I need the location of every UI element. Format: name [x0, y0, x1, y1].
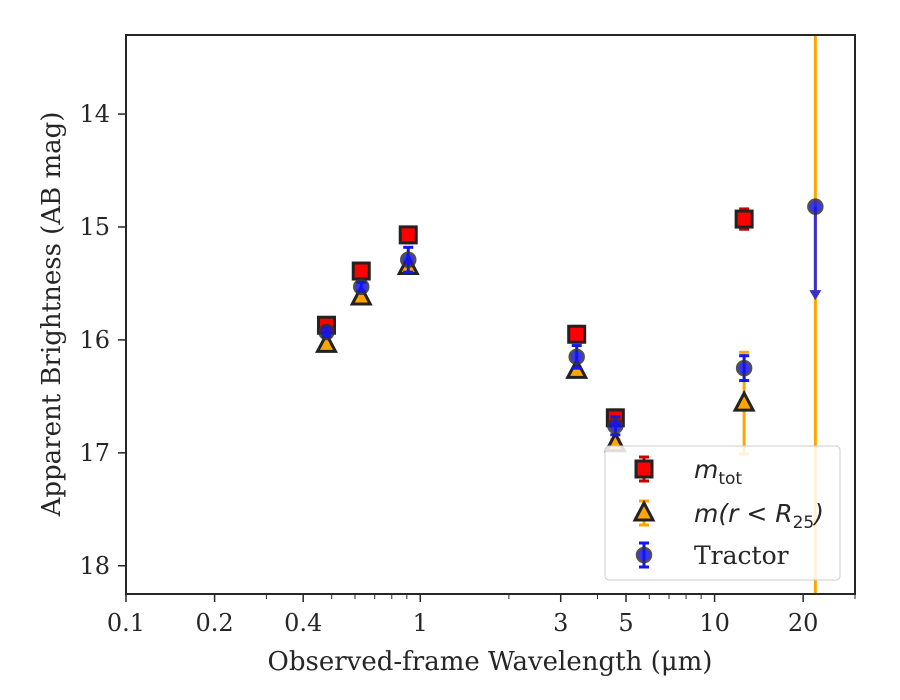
x-tick-label: 5 — [618, 609, 633, 637]
data-point-square — [567, 324, 587, 344]
data-point-square — [351, 261, 371, 281]
data-point-circle — [399, 251, 417, 268]
data-point-triangle — [314, 331, 338, 353]
y-tick-label: 14 — [79, 100, 110, 128]
y-axis-label: Apparent Brightness (AB mag) — [37, 112, 67, 518]
data-point-circle — [735, 359, 753, 377]
legend-marker-square — [634, 459, 654, 479]
series-square — [316, 207, 754, 428]
y-tick-label: 17 — [79, 439, 110, 467]
legend-label: mtot — [694, 455, 742, 489]
legend-entry: Tractor — [635, 541, 789, 570]
series-circle — [318, 198, 824, 437]
data-point-circle — [607, 417, 624, 434]
data-point-square — [734, 209, 754, 229]
legend-marker-circle — [635, 546, 653, 564]
x-tick-label: 0.4 — [284, 609, 322, 637]
plot-frame — [125, 34, 856, 595]
x-tick-label: 10 — [699, 609, 730, 637]
upper-limit-arrow — [809, 206, 822, 301]
legend-entry: mtot — [634, 455, 742, 489]
upper-limit-head — [809, 290, 822, 301]
data-point-circle — [352, 278, 370, 296]
y-axis-ticks: 14 15 16 17 18 — [79, 100, 126, 580]
data-point-triangle — [732, 389, 756, 412]
x-tick-label: 1 — [413, 609, 428, 637]
data-point-triangle — [349, 283, 373, 306]
legend-marker-triangle — [632, 499, 656, 522]
x-tick-label: 0.2 — [196, 609, 234, 637]
legend-box — [604, 445, 841, 581]
x-axis-label: Observed-frame Wavelength (μm) — [268, 647, 713, 677]
x-axis-ticks: 0.1 0.2 0.4 1 3 5 10 20 — [107, 594, 856, 637]
data-point-circle — [807, 198, 824, 215]
data-point-circle — [568, 348, 585, 366]
x-tick-label: 3 — [553, 609, 568, 637]
legend-label: Tractor — [694, 541, 789, 570]
y-tick-label: 16 — [79, 326, 110, 354]
y-tick-label: 18 — [79, 552, 110, 580]
y-tick-label: 15 — [79, 213, 110, 241]
x-tick-label: 20 — [788, 609, 819, 637]
data-point-square — [398, 225, 418, 245]
data-point-circle — [318, 323, 335, 341]
x-tick-label: 0.1 — [107, 609, 145, 637]
